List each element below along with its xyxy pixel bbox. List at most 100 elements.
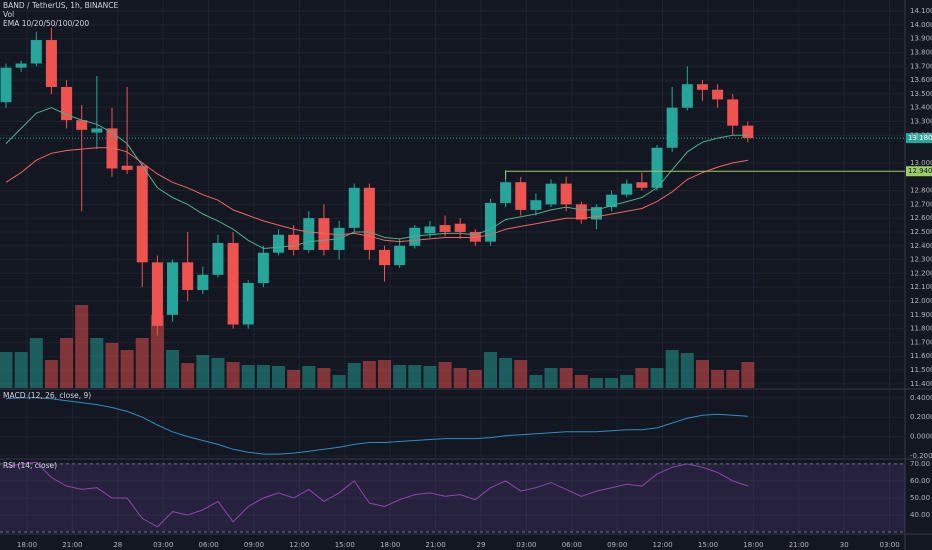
volume-bar [362,361,376,388]
candle-body [409,227,421,246]
volume-bar [226,362,240,388]
x-tick-label: 30 [840,541,849,549]
candle-body [727,99,739,126]
volume-bar [711,370,725,388]
volume-bar [468,370,482,388]
volume-bar [589,378,603,388]
volume-bar [0,352,13,388]
volume-bar [408,365,422,388]
candle-body [0,67,12,103]
y-tick-label: 40.00 [910,511,930,519]
candle-body [454,223,466,232]
candle-body [303,218,315,250]
volume-label: Vol [3,10,14,19]
candle-body [681,84,693,108]
candle-body [288,234,300,250]
candle-body [424,226,436,234]
volume-bar [483,352,497,388]
volume-bar [60,338,74,388]
x-tick-label: 21:00 [62,541,82,549]
ema-label: EMA 10/20/50/100/200 [3,19,89,28]
candle-body [621,183,633,195]
grid [0,0,905,534]
volume-bar [635,368,649,388]
last-price-box [906,133,932,144]
candle-body [212,243,224,275]
candle-body [515,182,527,210]
plot [0,27,932,533]
volume-bar [665,350,679,388]
volume-bar [166,350,180,388]
volume-bar [256,365,270,388]
candle-body [76,120,88,130]
volume-bar [150,315,164,388]
volume-bar [574,375,588,388]
candle-body [379,249,390,266]
y-tick-label: 50.00 [910,494,930,502]
volume-bar [347,363,361,388]
y-tick-label: 11.7000 [910,338,932,346]
volume-bar [741,362,755,388]
candle-body [348,187,360,228]
candle-body [636,182,648,188]
x-tick-label: 18:00 [380,541,400,549]
macd-label: MACD (12, 26, close, 9) [3,391,91,400]
candle-body [606,194,618,208]
volume-bar [393,365,407,388]
candle-body [394,245,406,266]
level-box [906,166,932,177]
y-tick-label: 13.0000 [910,159,932,167]
rsi-band [0,463,905,532]
volume-bar [499,358,513,388]
volume-bar [29,338,43,388]
x-tick-label: 06:00 [562,541,582,549]
x-tick-label: 03:00 [880,541,900,549]
y-tick-label: 14.1000 [910,7,932,15]
level-label: 12.9400 [908,167,932,175]
x-tick-label: 15:00 [335,541,355,549]
candle-body [61,86,73,121]
candle-body [273,234,285,253]
candle-body [182,262,194,290]
candle-body [712,89,724,100]
candle-body [106,128,118,169]
candle-body [15,63,27,68]
x-tick-label: 18:00 [17,541,37,549]
volume-bar [378,360,391,388]
candle-body [197,274,209,290]
y-tick-label: 11.6000 [910,352,932,360]
y-tick-label: 13.8000 [910,48,932,56]
volume-bar [438,362,452,388]
volume-bar [423,366,437,388]
ema-line [5,147,748,243]
y-tick-label: 12.5000 [910,228,932,236]
volume-bar [680,353,694,388]
volume-bar [181,363,195,388]
x-tick-label: 12:00 [653,541,673,549]
volume-bar [529,375,543,388]
volume-bar [332,375,346,388]
volume-bar [44,360,58,388]
candle-body [242,283,254,325]
volume-bar [211,358,225,388]
y-tick-label: 14.0000 [910,21,932,29]
y-tick-label: 12.3000 [910,256,932,264]
candle-body [500,182,512,203]
y-tick-label: 13.3000 [910,118,932,126]
y-tick-label: 12.6000 [910,214,932,222]
candle-body [167,262,179,315]
volume-bar [241,365,255,388]
candle-body [30,40,42,64]
x-tick-label: 18:00 [743,541,763,549]
volume-bar [726,370,740,388]
volume-bar [605,378,619,388]
volume-bar [120,350,134,388]
volume-bar [135,338,149,388]
x-tick-label: 21:00 [426,541,446,549]
candle-body [530,200,542,210]
